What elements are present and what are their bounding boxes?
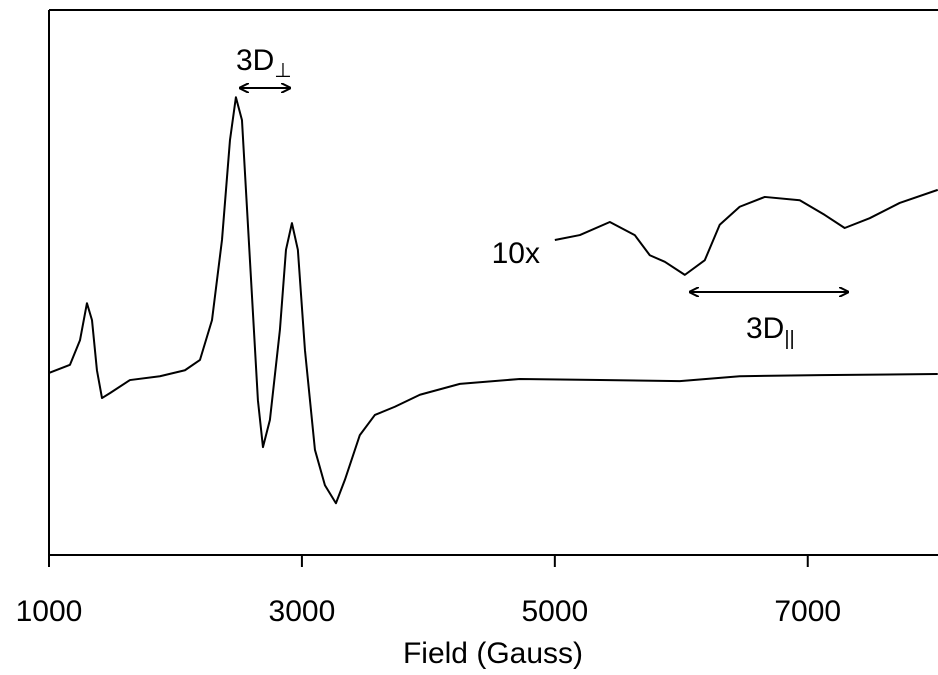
annotation: 3D⊥ [236,44,292,82]
x-tick-label: 7000 [774,595,841,628]
spectrum-line [554,188,938,276]
annotation: 10x [492,237,540,270]
x-tick-label: 5000 [521,595,588,628]
annotation-subscript: || [784,328,794,350]
x-axis-label: Field (Gauss) [403,637,583,670]
annotation: 3D|| [746,312,795,350]
annotation-text: 3D [236,44,274,77]
annotation-subscript: ⊥ [274,60,291,82]
annotation-text: 3D [746,312,784,345]
x-tick-label: 3000 [269,595,336,628]
x-tick-label: 1000 [16,595,83,628]
spectrum-line [48,96,938,505]
